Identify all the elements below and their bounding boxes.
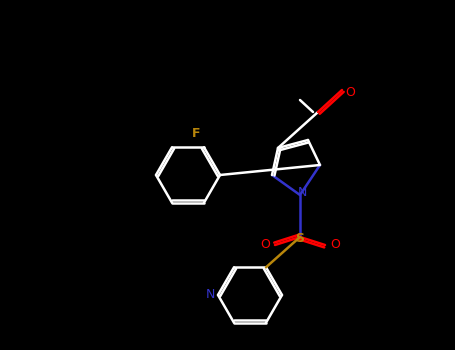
Text: O: O bbox=[260, 238, 270, 252]
Text: F: F bbox=[192, 127, 200, 140]
Text: O: O bbox=[345, 85, 355, 98]
Text: N: N bbox=[205, 288, 215, 301]
Text: O: O bbox=[330, 238, 340, 252]
Text: N: N bbox=[297, 187, 307, 199]
Text: S: S bbox=[295, 232, 304, 245]
